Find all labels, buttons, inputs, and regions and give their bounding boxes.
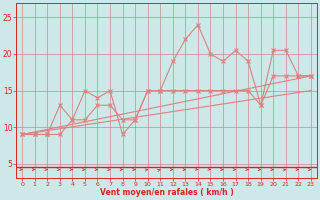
X-axis label: Vent moyen/en rafales ( km/h ): Vent moyen/en rafales ( km/h ) xyxy=(100,188,233,197)
